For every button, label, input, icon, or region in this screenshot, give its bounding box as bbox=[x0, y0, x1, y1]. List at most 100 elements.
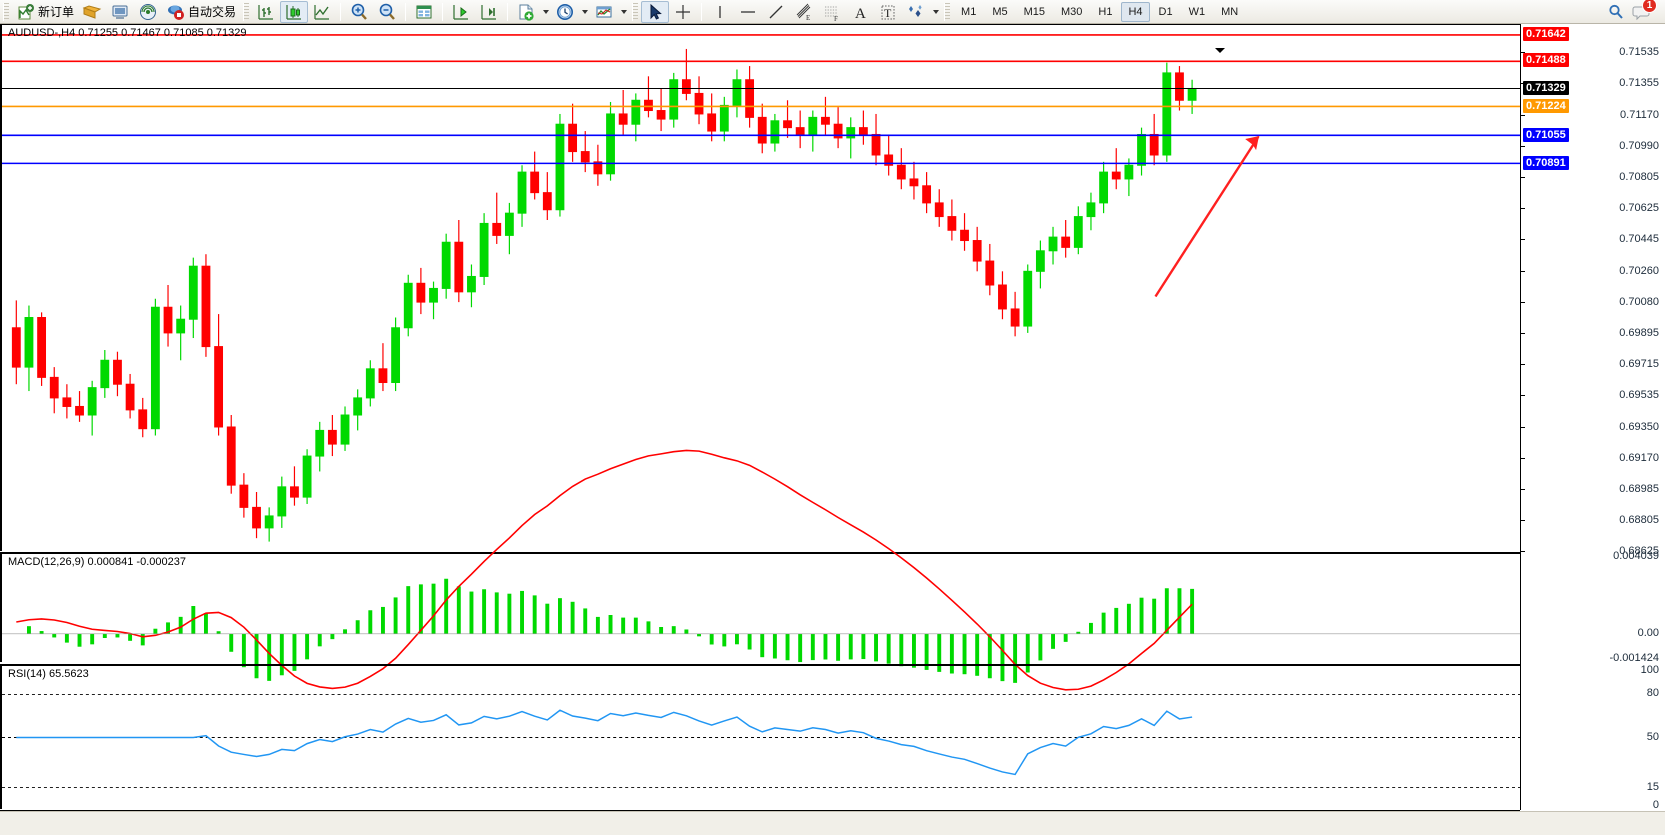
svg-text:F: F bbox=[834, 15, 838, 22]
price-tick-mark bbox=[1521, 364, 1525, 366]
cursor-button[interactable] bbox=[641, 0, 670, 23]
new-chart-dropdown[interactable] bbox=[540, 2, 551, 22]
price-chart-pane[interactable]: AUDUSD-,H4 0.71255 0.71467 0.71085 0.713… bbox=[0, 24, 1520, 551]
autotrade-button[interactable]: 自动交易 bbox=[162, 1, 240, 23]
chart-workspace[interactable]: AUDUSD-,H4 0.71255 0.71467 0.71085 0.713… bbox=[0, 24, 1665, 835]
chart-shift-button[interactable] bbox=[447, 1, 475, 23]
timeframe-mn[interactable]: MN bbox=[1221, 5, 1239, 18]
toolbar-grip-3[interactable] bbox=[632, 2, 639, 21]
autotrade-label: 自动交易 bbox=[188, 5, 237, 19]
macd-tick-label: 0.004039 bbox=[1613, 550, 1659, 562]
price-tag-pivot[interactable]: 0.71224 bbox=[1523, 98, 1569, 113]
search-button[interactable] bbox=[1603, 1, 1629, 23]
alerts-button[interactable]: 1 bbox=[1629, 0, 1657, 23]
price-tick-mark bbox=[1521, 239, 1525, 241]
auto-scroll-button[interactable] bbox=[475, 1, 503, 23]
price-tick-mark bbox=[1521, 270, 1525, 272]
trendline-button[interactable] bbox=[762, 1, 790, 23]
rsi-pane[interactable]: RSI(14) 65.5623 bbox=[0, 664, 1520, 809]
price-tag-resistance[interactable]: 0.71488 bbox=[1523, 53, 1569, 68]
indicators-button[interactable] bbox=[590, 1, 618, 23]
price-tick-label: 0.68985 bbox=[1619, 483, 1659, 496]
bar-chart-button[interactable] bbox=[252, 1, 280, 23]
label-button[interactable]: T bbox=[874, 1, 902, 23]
price-chart-canvas bbox=[2, 34, 1520, 542]
price-tag-last-price[interactable]: 0.71329 bbox=[1523, 80, 1569, 95]
new-chart-icon bbox=[516, 2, 536, 22]
indicators-icon bbox=[594, 2, 614, 22]
signal-button[interactable] bbox=[134, 1, 162, 23]
candle-chart-button[interactable] bbox=[280, 0, 309, 23]
horizontal-line-icon bbox=[738, 2, 758, 22]
text-button[interactable]: A bbox=[846, 1, 874, 23]
notification-badge: 1 bbox=[1642, 0, 1657, 13]
timeframe-h1[interactable]: H1 bbox=[1098, 5, 1113, 18]
price-tick-label: 0.69350 bbox=[1619, 420, 1659, 433]
price-tick-mark bbox=[1521, 301, 1525, 303]
price-tag-support[interactable]: 0.71055 bbox=[1523, 127, 1569, 142]
toolbar-separator-1 bbox=[340, 2, 342, 21]
price-tick-label: 0.70805 bbox=[1619, 171, 1659, 184]
timeframe-h4[interactable]: H4 bbox=[1121, 1, 1150, 22]
line-chart-icon bbox=[312, 2, 332, 22]
price-tick-mark bbox=[1521, 457, 1525, 459]
timeframe-w1[interactable]: W1 bbox=[1188, 5, 1206, 18]
macd-pane[interactable]: MACD(12,26,9) 0.000841 -0.000237 bbox=[0, 449, 1520, 691]
folder-button[interactable] bbox=[78, 1, 106, 23]
toolbar-separator-5 bbox=[701, 2, 703, 21]
trendline-icon bbox=[766, 2, 786, 22]
price-tick-label: 0.68625 bbox=[1619, 545, 1659, 557]
price-axis[interactable]: 0.71535 0.71355 0.71170 0.70990 0.70805 0.706… bbox=[1520, 24, 1665, 811]
indicators-dropdown[interactable] bbox=[618, 2, 629, 22]
text-icon: A bbox=[850, 2, 870, 22]
toolbar-grip-4[interactable] bbox=[944, 2, 951, 21]
toolbar-grip-2[interactable] bbox=[243, 2, 250, 21]
terminal-button[interactable] bbox=[106, 1, 134, 23]
zoom-out-icon bbox=[377, 2, 397, 22]
price-tick-mark bbox=[1521, 52, 1525, 54]
timeframe-m1[interactable]: M1 bbox=[961, 5, 977, 18]
price-tick-mark bbox=[1521, 208, 1525, 210]
new-chart-button[interactable] bbox=[512, 1, 540, 23]
timeframe-d1[interactable]: D1 bbox=[1158, 5, 1173, 18]
timeframe-m5[interactable]: M5 bbox=[992, 5, 1008, 18]
price-tag-support[interactable]: 0.70891 bbox=[1523, 155, 1569, 170]
equidistant-channel-icon: E bbox=[794, 2, 814, 22]
price-tick-label: 0.70260 bbox=[1619, 264, 1659, 277]
new-order-button[interactable]: 新订单 bbox=[12, 1, 78, 23]
period-dropdown[interactable] bbox=[579, 2, 590, 22]
shapes-button[interactable] bbox=[902, 1, 930, 23]
price-tick-mark bbox=[1521, 333, 1525, 335]
data-window-button[interactable] bbox=[410, 1, 438, 23]
rsi-canvas bbox=[2, 694, 1520, 788]
crosshair-button[interactable] bbox=[669, 1, 697, 23]
rsi-tick-label: 0 bbox=[1652, 799, 1659, 811]
search-icon bbox=[1606, 2, 1626, 22]
price-tick-label: 0.69895 bbox=[1619, 327, 1659, 340]
fibonacci-button[interactable]: F bbox=[818, 1, 846, 23]
period-icon bbox=[555, 2, 575, 22]
zoom-in-icon bbox=[349, 2, 369, 22]
timeframe-m30[interactable]: M30 bbox=[1061, 5, 1083, 18]
timeframe-m15[interactable]: M15 bbox=[1023, 5, 1045, 18]
horizontal-line-button[interactable] bbox=[734, 1, 762, 23]
period-button[interactable] bbox=[551, 1, 579, 23]
chart-shift-icon bbox=[451, 2, 471, 22]
price-tag-resistance[interactable]: 0.71642 bbox=[1523, 26, 1569, 41]
auto-scroll-icon bbox=[479, 2, 499, 22]
toolbar-grip[interactable] bbox=[3, 2, 9, 21]
shapes-dropdown[interactable] bbox=[930, 2, 941, 22]
line-chart-button[interactable] bbox=[308, 1, 336, 23]
toolbar-right-group: 1 bbox=[1603, 0, 1661, 24]
equidistant-channel-button[interactable]: E bbox=[790, 1, 818, 23]
chart-title: AUDUSD-,H4 0.71255 0.71467 0.71085 0.713… bbox=[8, 27, 247, 39]
macd-tick-label: 0.00 bbox=[1637, 627, 1659, 640]
vertical-line-button[interactable] bbox=[706, 1, 734, 23]
svg-text:A: A bbox=[855, 6, 866, 22]
price-tick-mark bbox=[1521, 177, 1525, 179]
new-order-label: 新订单 bbox=[38, 5, 75, 19]
price-tick-label: 0.69170 bbox=[1619, 451, 1659, 464]
zoom-in-button[interactable] bbox=[345, 1, 373, 23]
price-tick-mark bbox=[1521, 114, 1525, 116]
zoom-out-button[interactable] bbox=[373, 1, 401, 23]
